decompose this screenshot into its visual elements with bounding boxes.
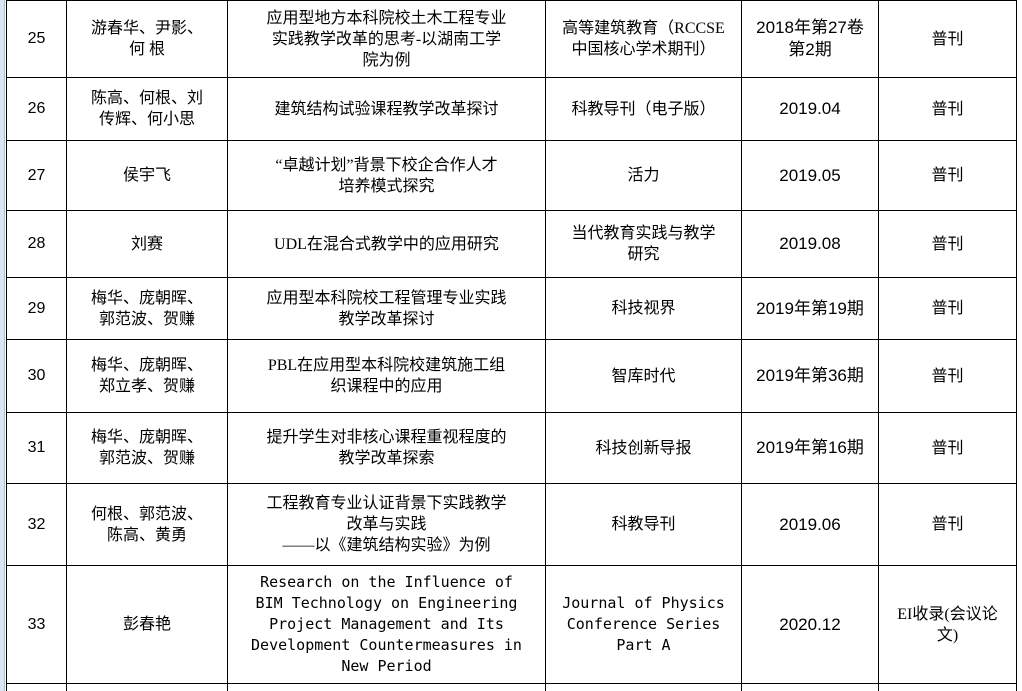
cell-index: 29 <box>6 277 67 340</box>
table-row: 29 梅华、庞朝晖、 郭范波、贺赚 应用型本科院校工程管理专业实践 教学改革探讨 科技… <box>6 277 1017 340</box>
cell-issue: 2019.06 <box>741 483 879 566</box>
cell-level: 普刊 <box>878 483 1017 566</box>
cell-authors: 陈高、何根、刘 传辉、何小思 <box>66 77 228 141</box>
cell-authors: 游春华、尹影、 何 根 <box>66 0 228 78</box>
cell-title <box>227 683 546 691</box>
cell-title: 提升学生对非核心课程重视程度的 教学改革探索 <box>227 412 546 484</box>
cell-issue <box>741 683 879 691</box>
cell-issue: 2019年第19期 <box>741 277 879 340</box>
cell-authors <box>66 683 228 691</box>
cell-journal: 科教导刊（电子版） <box>545 77 742 141</box>
cell-title: 工程教育专业认证背景下实践教学 改革与实践 ——以《建筑结构实验》为例 <box>227 483 546 566</box>
cell-issue: 2019.08 <box>741 210 879 278</box>
cell-journal: 科技视界 <box>545 277 742 340</box>
cell-index: 32 <box>6 483 67 566</box>
cell-journal: 活力 <box>545 140 742 211</box>
table-row-partial <box>6 683 1017 691</box>
cell-journal: 当代教育实践与教学 研究 <box>545 210 742 278</box>
table-row: 28 刘赛 UDL在混合式教学中的应用研究 当代教育实践与教学 研究 2019.08 普刊 <box>6 210 1017 278</box>
cell-issue: 2019.05 <box>741 140 879 211</box>
cell-index: 28 <box>6 210 67 278</box>
cell-authors: 彭春艳 <box>66 565 228 684</box>
cell-title: UDL在混合式教学中的应用研究 <box>227 210 546 278</box>
cell-journal: 高等建筑教育（RCCSE 中国核心学术期刊） <box>545 0 742 78</box>
table-row: 30 梅华、庞朝晖、 郑立孝、贺赚 PBL在应用型本科院校建筑施工组 织课程中的应用… <box>6 339 1017 413</box>
cell-level: EI收录(会议论 文) <box>878 565 1017 684</box>
cell-index: 27 <box>6 140 67 211</box>
table-row: 31 梅华、庞朝晖、 郭范波、贺赚 提升学生对非核心课程重视程度的 教学改革探索 科技… <box>6 412 1017 484</box>
cell-level: 普刊 <box>878 277 1017 340</box>
publications-table-body: 25 游春华、尹影、 何 根应用型地方本科院校土木工程专业 实践教学改革的思考-以… <box>6 0 1017 691</box>
cell-journal: 科技创新导报 <box>545 412 742 484</box>
cell-title: 应用型地方本科院校土木工程专业 实践教学改革的思考-以湖南工学 院为例 <box>227 0 546 78</box>
cell-journal: 科教导刊 <box>545 483 742 566</box>
publications-table: 25 游春华、尹影、 何 根应用型地方本科院校土木工程专业 实践教学改革的思考-以… <box>6 0 1017 691</box>
table-row: 26 陈高、何根、刘 传辉、何小思 建筑结构试验课程教学改革探讨 科教导刊（电子版） 2… <box>6 77 1017 141</box>
table-row: 32 何根、郭范波、 陈高、黄勇 工程教育专业认证背景下实践教学 改革与实践 ——以… <box>6 483 1017 566</box>
cell-level: 普刊 <box>878 339 1017 413</box>
cell-authors: 刘赛 <box>66 210 228 278</box>
table-row: 25 游春华、尹影、 何 根应用型地方本科院校土木工程专业 实践教学改革的思考-以… <box>6 0 1017 78</box>
cell-title: PBL在应用型本科院校建筑施工组 织课程中的应用 <box>227 339 546 413</box>
cell-title: 建筑结构试验课程教学改革探讨 <box>227 77 546 141</box>
table-row: 33 彭春艳 Research on the Influence of BIM Te… <box>6 565 1017 684</box>
cell-issue: 2020.12 <box>741 565 879 684</box>
cell-title: 应用型本科院校工程管理专业实践 教学改革探讨 <box>227 277 546 340</box>
cell-index: 31 <box>6 412 67 484</box>
cell-issue: 2018年第27卷 第2期 <box>741 0 879 78</box>
cell-authors: 梅华、庞朝晖、 郑立孝、贺赚 <box>66 339 228 413</box>
cell-issue: 2019年第16期 <box>741 412 879 484</box>
cell-title: “卓越计划”背景下校企合作人才 培养模式探究 <box>227 140 546 211</box>
cell-journal <box>545 683 742 691</box>
table-row: 27 侯宇飞 “卓越计划”背景下校企合作人才 培养模式探究 活力 2019.05 普刊 <box>6 140 1017 211</box>
cell-level: 普刊 <box>878 210 1017 278</box>
cell-index: 33 <box>6 565 67 684</box>
cell-level: 普刊 <box>878 140 1017 211</box>
cell-issue: 2019年第36期 <box>741 339 879 413</box>
cell-issue: 2019.04 <box>741 77 879 141</box>
cell-index <box>6 683 67 691</box>
cell-level: 普刊 <box>878 412 1017 484</box>
cell-index: 30 <box>6 339 67 413</box>
cell-level <box>878 683 1017 691</box>
cell-authors: 梅华、庞朝晖、 郭范波、贺赚 <box>66 277 228 340</box>
cell-authors: 梅华、庞朝晖、 郭范波、贺赚 <box>66 412 228 484</box>
cell-index: 25 <box>6 0 67 78</box>
cell-authors: 何根、郭范波、 陈高、黄勇 <box>66 483 228 566</box>
cell-title: Research on the Influence of BIM Technol… <box>227 565 546 684</box>
cell-index: 26 <box>6 77 67 141</box>
cell-level: 普刊 <box>878 0 1017 78</box>
cell-journal: 智库时代 <box>545 339 742 413</box>
page-edge-strip <box>0 0 5 691</box>
cell-level: 普刊 <box>878 77 1017 141</box>
cell-journal: Journal of Physics Conference Series Par… <box>545 565 742 684</box>
cell-authors: 侯宇飞 <box>66 140 228 211</box>
